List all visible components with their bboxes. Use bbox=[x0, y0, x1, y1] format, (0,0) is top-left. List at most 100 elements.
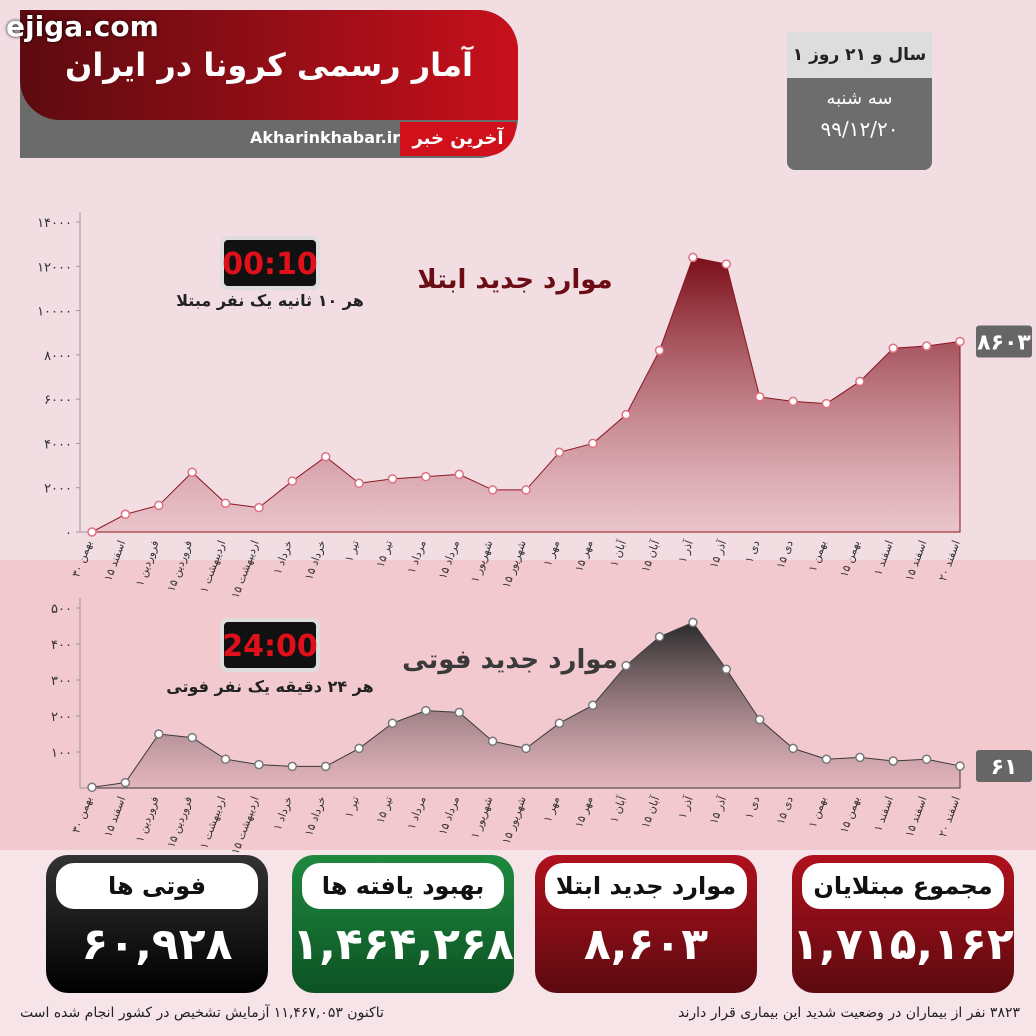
point bbox=[821, 398, 832, 409]
point bbox=[788, 396, 798, 407]
point bbox=[220, 754, 231, 764]
x-tick-label: ۱ اسفند bbox=[871, 795, 896, 834]
point bbox=[87, 782, 97, 793]
point bbox=[788, 743, 798, 754]
x-tick-label: ۱۵ تیر bbox=[374, 539, 396, 570]
point bbox=[754, 714, 765, 725]
point bbox=[254, 759, 264, 770]
point bbox=[921, 754, 932, 764]
x-tick-label: ۱۵ آذر bbox=[706, 793, 729, 826]
point bbox=[688, 617, 698, 628]
card-value: ۶۰,۹۲۸ bbox=[81, 919, 233, 970]
point bbox=[487, 485, 498, 495]
point bbox=[821, 754, 832, 764]
card-label: موارد جدید ابتلا bbox=[545, 863, 747, 909]
x-tick-label: ۱ اردیبهشت bbox=[197, 539, 228, 595]
footer-tests: تاکنون ۱۱,۴۶۷,۰۵۳ آزمایش تشخیص در کشور ا… bbox=[20, 1005, 384, 1021]
point bbox=[921, 341, 932, 351]
end-label-bg bbox=[976, 750, 1032, 783]
point bbox=[187, 467, 197, 477]
y-tick-label: ۲۰۰ bbox=[51, 710, 72, 725]
x-tick-label: ۱ بهمن bbox=[806, 795, 829, 830]
weekday: سه شنبه bbox=[826, 88, 893, 109]
x-tick-label: ۱ فروردین bbox=[133, 795, 162, 844]
x-tick-label: ۳۰ بهمن bbox=[70, 795, 95, 835]
x-tick-label: ۱۵ خرداد bbox=[302, 539, 328, 582]
point bbox=[320, 451, 331, 462]
point bbox=[320, 761, 331, 772]
card-value: ۱,۷۱۵,۱۶۲ bbox=[792, 919, 1014, 970]
card: مجموع مبتلایان ۱,۷۱۵,۱۶۲ bbox=[792, 855, 1014, 993]
point bbox=[521, 485, 531, 495]
logo: آخرین خبر bbox=[400, 122, 516, 156]
x-tick-label: ۱۵ اسفند bbox=[102, 539, 129, 583]
x-tick-label: ۱ مهر bbox=[541, 794, 562, 823]
point bbox=[621, 409, 631, 420]
site-url: Akharinkhabar.ir bbox=[250, 128, 401, 147]
footer: ۳۸۲۳ نفر از بیماران در وضعیت شدید این بی… bbox=[20, 998, 1020, 1028]
x-tick-label: ۱ اسفند bbox=[871, 539, 896, 578]
header-title: آمار رسمی کرونا در ایران bbox=[20, 10, 518, 120]
x-tick-label: ۱۵ بهمن bbox=[837, 795, 862, 835]
y-tick-label: ۱۴۰۰۰ bbox=[37, 216, 72, 231]
card-value: ۱,۴۶۴,۲۶۸ bbox=[292, 919, 514, 970]
x-tick-label: ۱ مرداد bbox=[405, 538, 429, 575]
point bbox=[154, 729, 164, 739]
point bbox=[521, 743, 531, 754]
x-tick-label: ۱ شهریور bbox=[468, 539, 495, 585]
date-box: ۱ سال و ۲۱ روز سه شنبه ۹۹/۱۲/۲۰ bbox=[787, 32, 932, 170]
point bbox=[855, 376, 865, 387]
point bbox=[154, 500, 164, 511]
end-label: ۶۱ bbox=[991, 755, 1018, 780]
card-value: ۸,۶۰۳ bbox=[583, 919, 709, 970]
x-tick-label: ۱۵ اسفند bbox=[903, 795, 930, 839]
y-tick-label: ۰ bbox=[65, 526, 72, 541]
x-tick-label: ۱۵ آبان bbox=[638, 793, 663, 830]
annotation: هر ۱۰ ثانیه یک نفر مبتلا bbox=[176, 291, 364, 310]
y-tick-label: ۲۰۰۰ bbox=[44, 482, 72, 497]
x-tick-label: ۱ آذر bbox=[675, 537, 696, 564]
point bbox=[621, 660, 631, 671]
x-tick-label: ۱۵ مهر bbox=[572, 794, 595, 829]
point bbox=[354, 743, 364, 754]
date: ۹۹/۱۲/۲۰ bbox=[820, 117, 899, 141]
card: بهبود یافته ها ۱,۴۶۴,۲۶۸ bbox=[292, 855, 514, 993]
point bbox=[254, 502, 264, 513]
x-tick-label: ۱۵ خرداد bbox=[302, 795, 328, 838]
x-tick-label: ۱۵ اردیبهشت bbox=[229, 539, 262, 600]
x-tick-label: ۱ مهر bbox=[541, 538, 562, 567]
clock-text: 24:00 bbox=[222, 629, 318, 664]
x-tick-label: ۲۰ اسفند bbox=[936, 539, 963, 583]
x-tick-label: ۱ خرداد bbox=[271, 795, 295, 832]
point bbox=[354, 478, 364, 489]
point bbox=[120, 509, 131, 520]
point bbox=[287, 476, 298, 486]
x-tick-label: ۱ بهمن bbox=[806, 539, 829, 574]
point bbox=[287, 761, 298, 772]
x-tick-label: ۱۵ دی bbox=[774, 794, 796, 826]
x-tick-label: ۱ تیر bbox=[342, 795, 362, 820]
point bbox=[487, 736, 498, 746]
point bbox=[454, 469, 464, 480]
point bbox=[721, 259, 732, 269]
x-tick-label: ۱ خرداد bbox=[271, 539, 295, 576]
x-tick-label: ۱۵ اسفند bbox=[903, 539, 930, 583]
point bbox=[421, 471, 431, 482]
point bbox=[888, 343, 898, 353]
y-tick-label: ۱۰۰ bbox=[51, 746, 72, 761]
annotation: هر ۲۴ دقیقه یک نفر فوتی bbox=[166, 677, 373, 696]
x-tick-label: ۱۵ آذر bbox=[706, 537, 729, 570]
x-tick-label: ۱۵ شهریور bbox=[500, 539, 529, 590]
x-tick-label: ۱ دی bbox=[742, 794, 762, 820]
x-tick-label: ۱ آذر bbox=[675, 793, 696, 820]
card-label: مجموع مبتلایان bbox=[802, 863, 1004, 909]
point bbox=[421, 705, 431, 716]
point bbox=[955, 336, 965, 347]
x-tick-label: ۳۰ بهمن bbox=[70, 539, 95, 579]
x-tick-label: ۲۰ اسفند bbox=[936, 795, 963, 839]
point bbox=[654, 345, 665, 356]
x-tick-label: ۱ آبان bbox=[607, 793, 630, 824]
x-tick-label: ۱ آبان bbox=[607, 537, 630, 568]
